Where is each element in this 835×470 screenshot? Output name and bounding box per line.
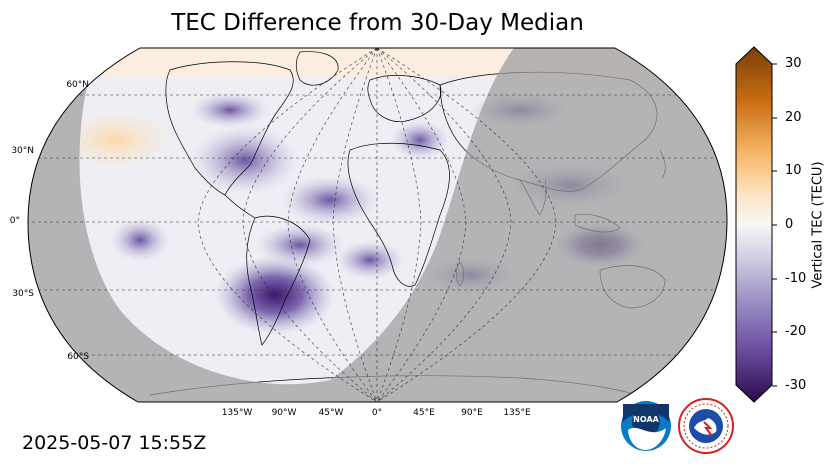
lat-label-30s: 30°S xyxy=(12,289,34,299)
colorbar-label: Vertical TEC (TECU) xyxy=(810,161,826,289)
svg-text:NOAA: NOAA xyxy=(633,415,659,424)
lon-label-45w: 45°W xyxy=(318,408,344,418)
lon-label-90w: 90°W xyxy=(271,408,297,418)
colorbar-tick: 0 xyxy=(785,217,794,232)
colorbar xyxy=(735,46,777,403)
lon-label-135w: 135°W xyxy=(221,408,253,418)
lon-label-90e: 90°E xyxy=(461,408,483,418)
colorbar-tick: -20 xyxy=(785,324,807,339)
lon-label-0: 0° xyxy=(371,408,383,418)
nws-logo xyxy=(678,398,734,454)
lon-label-135e: 135°E xyxy=(503,408,531,418)
lat-label-0: 0° xyxy=(9,216,20,226)
lat-label-60s: 60°S xyxy=(67,352,89,362)
lat-label-60n: 60°N xyxy=(66,80,89,90)
colorbar-tick: 30 xyxy=(785,56,802,71)
lon-label-45e: 45°E xyxy=(413,408,435,418)
colorbar-tick: -30 xyxy=(785,378,807,393)
lat-label-30n: 30°N xyxy=(11,146,34,156)
map-title: TEC Difference from 30-Day Median xyxy=(171,10,584,36)
noaa-logo: NOAA xyxy=(621,401,671,451)
colorbar-tick: -10 xyxy=(785,271,807,286)
colorbar-tick: 10 xyxy=(785,163,802,178)
timestamp: 2025-05-07 15:55Z xyxy=(22,432,207,454)
colorbar-tick: 20 xyxy=(785,110,802,125)
